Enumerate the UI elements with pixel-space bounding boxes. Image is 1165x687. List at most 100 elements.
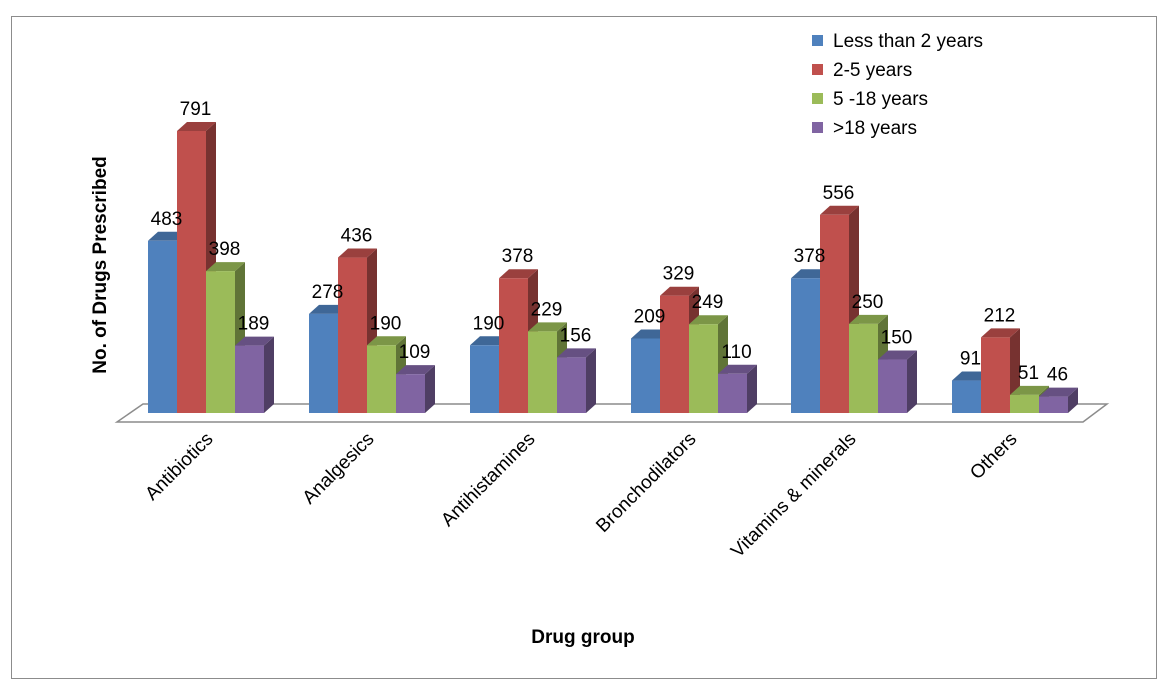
data-label: 190 — [473, 313, 505, 334]
bar — [235, 336, 274, 413]
data-labels: 483 791 398 189 278 436 190 109 190 378 229 156 209 3… — [151, 99, 1068, 386]
bar-top — [981, 328, 1020, 338]
bar-top — [1039, 387, 1078, 397]
data-label: 556 — [823, 183, 855, 204]
data-label: 189 — [238, 314, 270, 335]
bar-side — [747, 364, 757, 413]
legend-swatch — [812, 35, 823, 46]
bar-top — [528, 322, 567, 332]
category-label: Bronchodilators — [592, 429, 700, 537]
legend-label: 5 -18 years — [833, 89, 928, 110]
bar-top — [367, 336, 406, 346]
category-label: Vitamins & minerals — [727, 429, 860, 562]
bar — [878, 350, 917, 413]
bar-top — [235, 336, 274, 346]
data-label: 378 — [502, 246, 534, 267]
bar-front — [470, 345, 499, 413]
bar-top — [718, 364, 757, 374]
bar-front — [878, 359, 907, 413]
bar-top — [206, 262, 245, 272]
bar — [338, 248, 377, 413]
bar-top — [338, 248, 377, 258]
bar-front — [952, 380, 981, 413]
data-label: 190 — [370, 313, 402, 334]
bar — [1039, 387, 1078, 413]
bar-front — [631, 338, 660, 413]
bar-top — [689, 315, 728, 325]
data-label: 229 — [531, 299, 563, 320]
legend-swatch — [812, 64, 823, 75]
data-label: 91 — [960, 349, 981, 370]
bar-front — [177, 131, 206, 413]
data-label: 436 — [341, 226, 373, 247]
bar-front — [206, 271, 235, 413]
bar-top — [396, 365, 435, 375]
bar-top — [177, 122, 216, 131]
bar-front — [660, 295, 689, 413]
bar-side — [586, 348, 596, 413]
bar-front — [820, 214, 849, 413]
data-label: 483 — [151, 209, 183, 230]
legend-swatch — [812, 93, 823, 104]
category-label: Antihistamines — [437, 429, 539, 531]
legend: Less than 2 years 2-5 years 5 -18 years >18… — [812, 31, 983, 139]
bar-front — [367, 345, 396, 413]
bar-front — [689, 324, 718, 413]
y-axis-label: No. of Drugs Prescribed — [90, 156, 111, 374]
bars — [148, 122, 1078, 413]
bar-front — [338, 257, 367, 413]
bar-front — [309, 313, 338, 413]
bar-side — [425, 365, 435, 413]
bar-front — [981, 337, 1010, 413]
bar-front — [849, 323, 878, 413]
bar-front — [1039, 396, 1068, 413]
data-label: 791 — [180, 99, 212, 120]
data-label: 110 — [721, 342, 751, 363]
data-label: 46 — [1047, 365, 1068, 386]
bar-front — [718, 373, 747, 413]
bar-front — [235, 345, 264, 413]
category-label: Analgesics — [299, 429, 379, 509]
x-axis-label: Drug group — [531, 627, 634, 648]
bar — [396, 365, 435, 413]
legend-label: 2-5 years — [833, 60, 912, 81]
data-label: 109 — [399, 342, 431, 363]
data-label: 249 — [692, 292, 724, 313]
bar-top — [820, 205, 859, 215]
category-label: Others — [966, 429, 1021, 484]
data-label: 250 — [852, 292, 884, 313]
bar-top — [660, 286, 699, 296]
data-label: 398 — [209, 239, 241, 260]
data-label: 150 — [881, 328, 913, 349]
legend-swatch — [812, 122, 823, 133]
bar-front — [396, 374, 425, 413]
bar-side — [907, 350, 917, 413]
legend-label: >18 years — [833, 118, 917, 139]
bar-front — [1010, 394, 1039, 413]
data-label: 209 — [634, 306, 666, 327]
bar-top — [499, 269, 538, 279]
data-label: 329 — [663, 264, 695, 285]
bar-side — [264, 336, 274, 413]
data-label: 51 — [1018, 363, 1039, 384]
data-label: 156 — [560, 325, 592, 346]
bar-top — [849, 314, 888, 324]
bar-front — [148, 240, 177, 413]
bar-front — [791, 278, 820, 413]
bar — [718, 364, 757, 413]
bar — [367, 336, 406, 413]
data-label: 378 — [794, 246, 826, 267]
bar — [557, 348, 596, 413]
bar-front — [499, 278, 528, 413]
bar-front — [528, 331, 557, 413]
bar-side — [1068, 387, 1078, 413]
data-label: 278 — [312, 282, 344, 303]
category-label: Antibiotics — [141, 429, 217, 505]
data-label: 212 — [984, 305, 1016, 326]
bar-top — [878, 350, 917, 360]
category-labels: Antibiotics Analgesics Antihistamines Bronc… — [141, 429, 1021, 562]
bar-top — [1010, 385, 1049, 395]
bar-front — [557, 357, 586, 413]
legend-label: Less than 2 years — [833, 31, 983, 52]
